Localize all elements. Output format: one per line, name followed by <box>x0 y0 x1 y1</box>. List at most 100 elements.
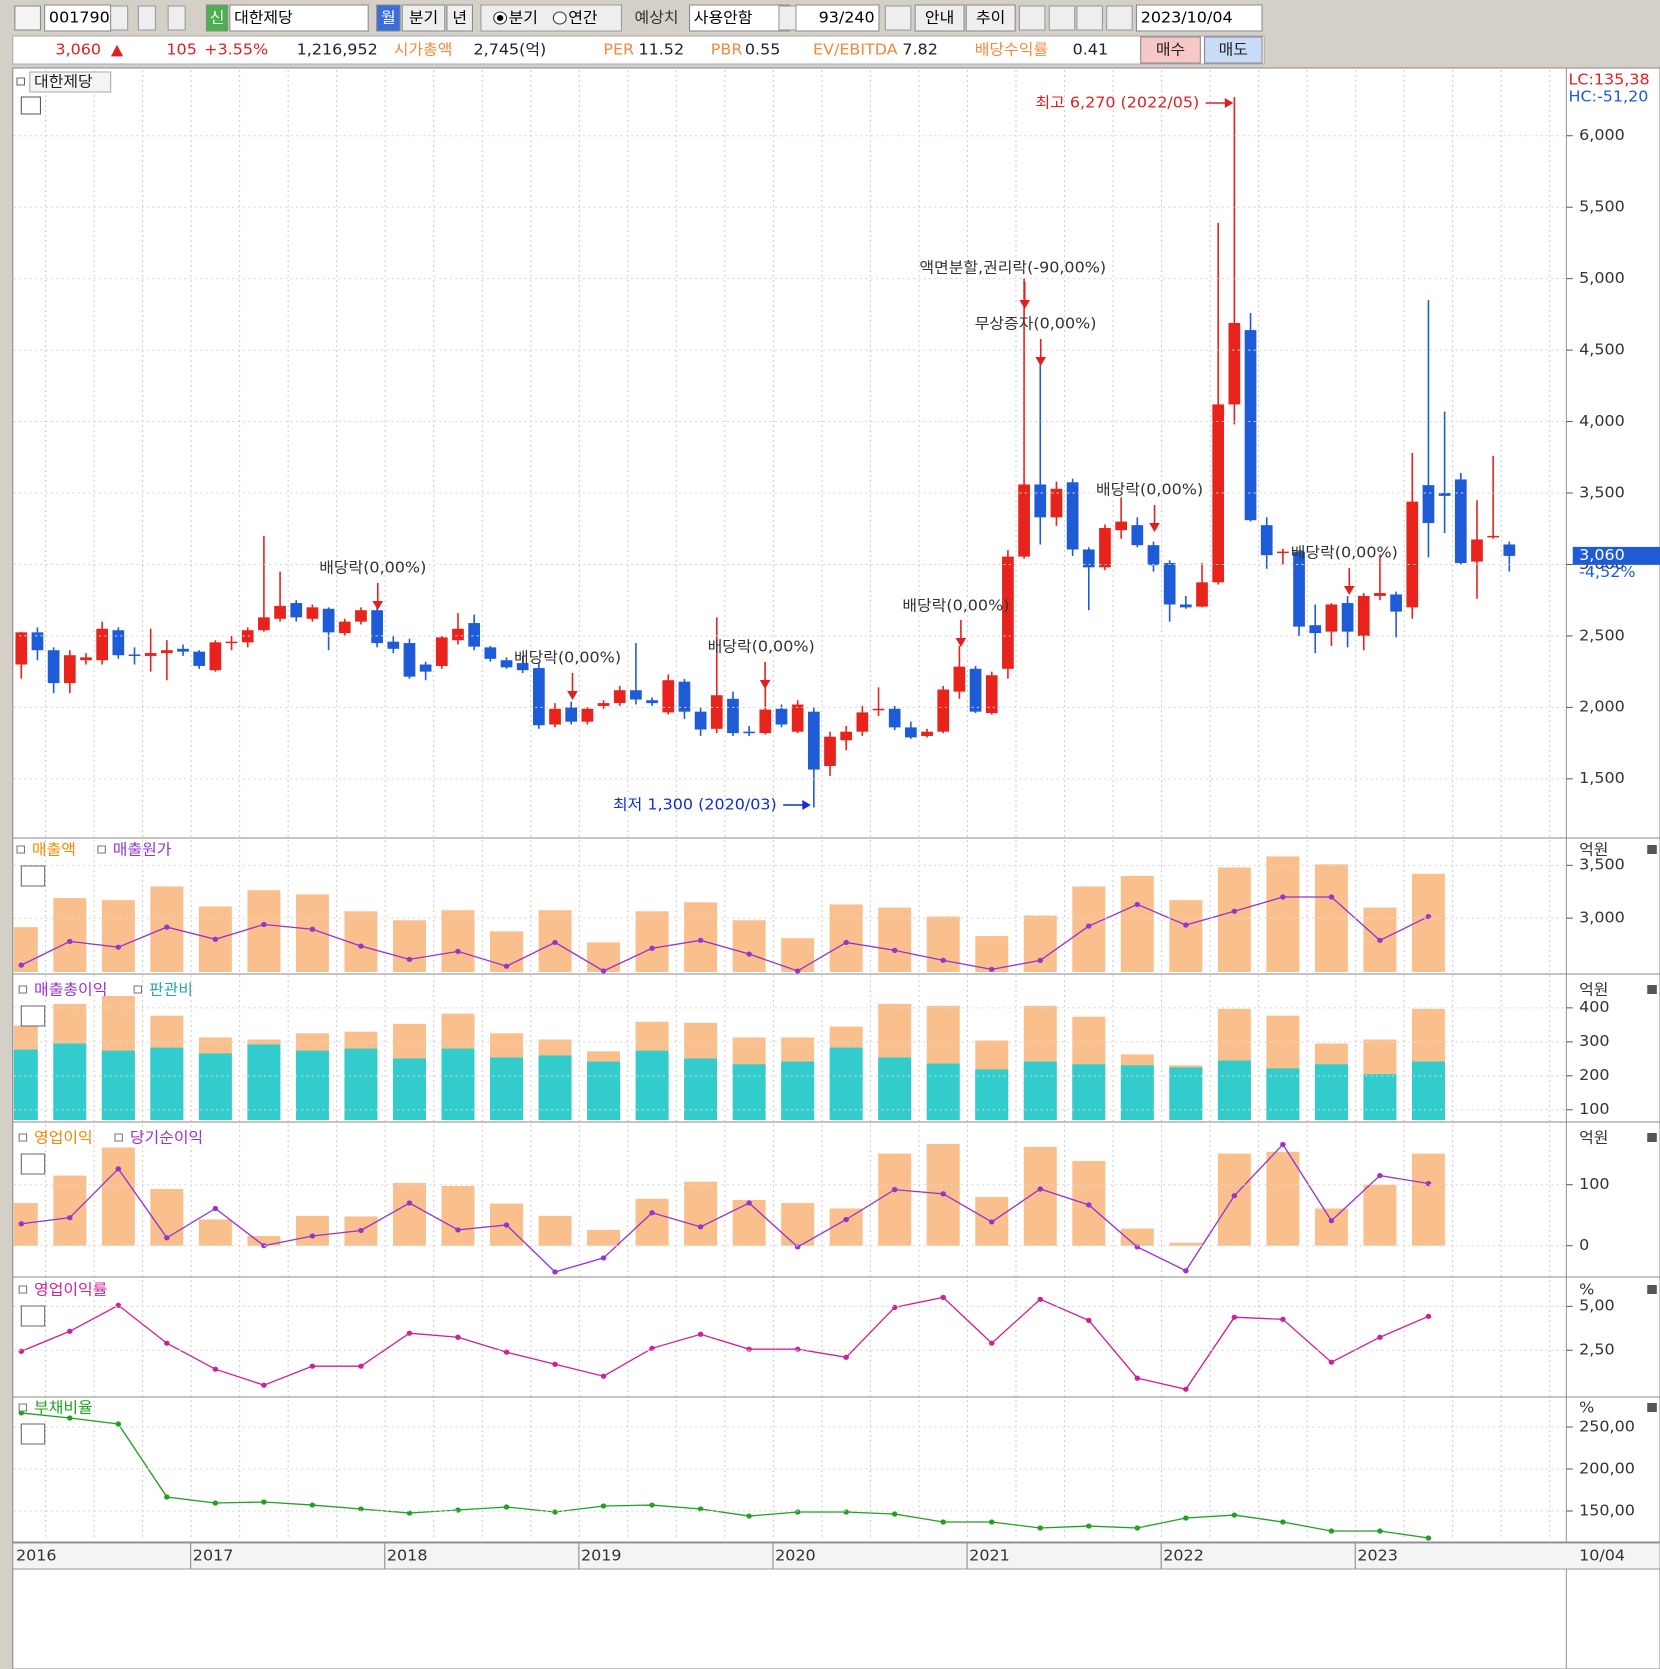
candle-body <box>225 641 238 644</box>
toolbar-icon[interactable] <box>778 5 797 31</box>
candle-body <box>1034 484 1047 518</box>
toolbar-text[interactable]: 신 <box>210 9 225 26</box>
toolbar-icon[interactable] <box>167 5 186 31</box>
plot-area <box>13 70 1551 1541</box>
panel-close[interactable] <box>1647 1133 1657 1142</box>
toolbar-box[interactable] <box>446 4 473 32</box>
grid-icon[interactable] <box>20 96 41 115</box>
panel-close[interactable] <box>1647 1285 1657 1294</box>
bar <box>392 920 426 972</box>
bar <box>1169 1067 1203 1120</box>
panel-icon[interactable] <box>20 1153 46 1175</box>
point <box>1425 1180 1432 1187</box>
point <box>552 1361 558 1367</box>
point <box>309 1363 316 1369</box>
point <box>940 957 946 963</box>
toolbar-text[interactable]: 93/240 <box>819 9 875 26</box>
toolbar-box[interactable] <box>376 4 401 32</box>
order-button[interactable] <box>1140 36 1201 64</box>
bar <box>1072 886 1106 972</box>
chart-title: 대한제당 <box>34 73 93 90</box>
toolbar-text[interactable]: 추이 <box>976 9 1005 26</box>
candle-body <box>1099 528 1111 568</box>
info-text: 시가총액 <box>394 41 453 58</box>
x-axis-bg <box>12 1542 1660 1570</box>
y-tick-label: 2,000 <box>1579 698 1625 715</box>
toolbar-box[interactable] <box>229 4 369 32</box>
toolbar-text[interactable]: 2023/10/04 <box>1141 9 1233 26</box>
panel-icon[interactable] <box>20 1423 46 1445</box>
legend-label: 당기순이익 <box>130 1129 203 1146</box>
info-text: 3,060 <box>55 41 101 58</box>
bar <box>441 1048 475 1120</box>
candle-body <box>727 698 739 734</box>
toolbar-box[interactable] <box>914 4 965 32</box>
bar <box>198 1053 232 1120</box>
toolbar-text[interactable]: 년 <box>452 9 467 26</box>
toolbar-text[interactable]: 대한제당 <box>234 9 293 26</box>
point <box>1086 923 1092 929</box>
candle-body <box>112 630 125 656</box>
x-tick-label: 2023 <box>1357 1547 1398 1564</box>
info-text: 0.41 <box>1073 41 1109 58</box>
point <box>1231 1512 1238 1518</box>
toolbar-icon[interactable] <box>110 5 129 31</box>
toolbar-icon[interactable] <box>1106 5 1133 31</box>
title-icon <box>16 77 26 86</box>
toolbar-box[interactable] <box>795 4 880 32</box>
point <box>1328 1528 1335 1534</box>
candle-body <box>888 708 901 728</box>
order-button[interactable] <box>1204 36 1263 64</box>
candle-body <box>1018 484 1030 557</box>
candle-body <box>905 727 917 738</box>
legend-icon <box>133 985 143 994</box>
candle-body <box>710 695 723 729</box>
panel-close[interactable] <box>1647 985 1657 994</box>
toolbar-text[interactable]: 001790 <box>49 9 110 26</box>
panel-icon[interactable] <box>20 1305 46 1327</box>
candle-body <box>241 630 254 643</box>
panel-close[interactable] <box>1647 1403 1657 1412</box>
annotation: 무상증자(0,00%) <box>975 315 1097 332</box>
toolbar-text[interactable]: 안내 <box>925 9 954 26</box>
candle-body <box>630 690 642 700</box>
toolbar-text[interactable]: 예상치 <box>635 9 679 26</box>
toolbar-box[interactable] <box>401 4 446 32</box>
bar <box>878 1057 912 1120</box>
toolbar-icon[interactable] <box>1018 5 1046 31</box>
toolbar-icon[interactable] <box>137 5 156 31</box>
radio-off[interactable] <box>552 11 567 25</box>
panel-icon[interactable] <box>20 865 46 887</box>
arrow-head <box>1224 98 1234 108</box>
radio-label[interactable]: 연간 <box>568 9 597 26</box>
toolbar-text[interactable]: 분기 <box>409 9 438 26</box>
point <box>600 1503 607 1509</box>
point <box>503 963 510 969</box>
panel-close[interactable] <box>1647 845 1657 854</box>
toolbar-box[interactable] <box>965 4 1016 32</box>
radio-label[interactable]: 분기 <box>509 9 538 26</box>
panel-icon[interactable] <box>20 1005 46 1027</box>
toolbar-icon[interactable] <box>884 5 912 31</box>
toolbar-box[interactable] <box>689 4 791 32</box>
candle-body <box>452 628 464 641</box>
toolbar-box[interactable] <box>44 4 112 32</box>
toolbar-text[interactable]: 월 <box>381 9 396 26</box>
point <box>406 956 413 962</box>
toolbar-box[interactable] <box>1135 4 1263 32</box>
point <box>552 939 558 946</box>
order-button-label[interactable]: 매도 <box>1219 41 1248 58</box>
annotation: 배당락(0,00%) <box>1096 481 1203 498</box>
toolbar-icon[interactable] <box>1048 5 1076 31</box>
arrow-head <box>1019 300 1031 309</box>
order-button-label[interactable]: 매수 <box>1156 41 1185 58</box>
bar <box>1120 875 1154 972</box>
toolbar-text[interactable]: 사용안함 <box>694 9 753 26</box>
toolbar-box[interactable] <box>205 4 229 32</box>
toolbar-icon[interactable] <box>1076 5 1103 31</box>
candle-body <box>1228 322 1241 405</box>
bar <box>1072 1064 1106 1120</box>
point <box>988 1519 995 1525</box>
tool-icon[interactable] <box>14 5 41 31</box>
